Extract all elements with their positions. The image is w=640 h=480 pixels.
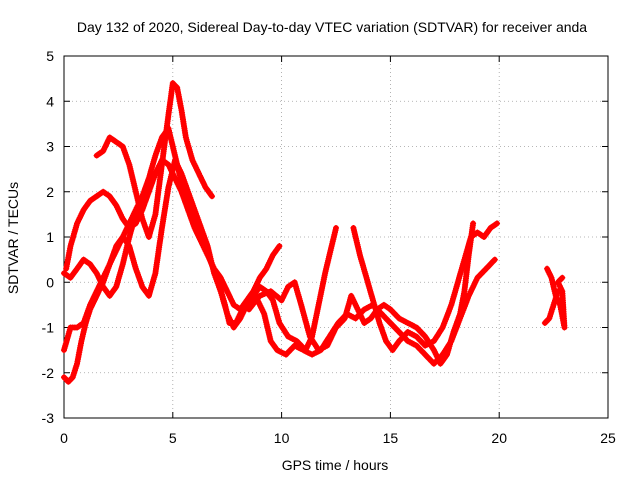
axis-ticks [63, 55, 609, 419]
y-tick-label: 1 [46, 229, 54, 245]
data-point [554, 288, 561, 295]
series-trace-i [544, 265, 568, 331]
y-tick-labels: -3 -2 -1 0 1 2 3 4 5 [42, 48, 55, 426]
y-tick-label: 0 [46, 274, 54, 290]
x-axis-title: GPS time / hours [282, 457, 389, 473]
data-point [470, 220, 477, 227]
series-trace-j [541, 288, 561, 326]
y-tick-label: -3 [42, 410, 55, 426]
data-point [559, 274, 566, 281]
data-point [208, 193, 215, 200]
x-tick-labels: 0 5 10 15 20 25 [60, 430, 616, 446]
y-tick-label: 2 [46, 184, 54, 200]
data-point [139, 197, 146, 204]
series-trace-e [61, 197, 146, 299]
x-tick-label: 20 [491, 430, 507, 446]
y-tick-label: -2 [42, 365, 55, 381]
x-tick-label: 0 [60, 430, 68, 446]
data-series [61, 80, 568, 385]
y-tick-label: -1 [42, 320, 55, 336]
chart-title: Day 132 of 2020, Sidereal Day-to-day VTE… [77, 19, 587, 35]
y-tick-label: 4 [46, 93, 54, 109]
y-tick-label: 5 [46, 48, 54, 64]
data-point [333, 224, 339, 231]
y-tick-label: 3 [46, 139, 54, 155]
x-tick-label: 5 [169, 430, 177, 446]
data-point [276, 243, 283, 250]
series-trace-h [387, 220, 477, 367]
series-trace-f [245, 279, 394, 354]
data-point [491, 256, 498, 263]
x-tick-label: 10 [274, 430, 290, 446]
series-trace-c [93, 80, 215, 240]
y-axis-title: SDTVAR / TECUs [5, 182, 21, 294]
x-tick-label: 25 [600, 430, 616, 446]
x-tick-label: 15 [383, 430, 399, 446]
data-point [494, 220, 501, 227]
